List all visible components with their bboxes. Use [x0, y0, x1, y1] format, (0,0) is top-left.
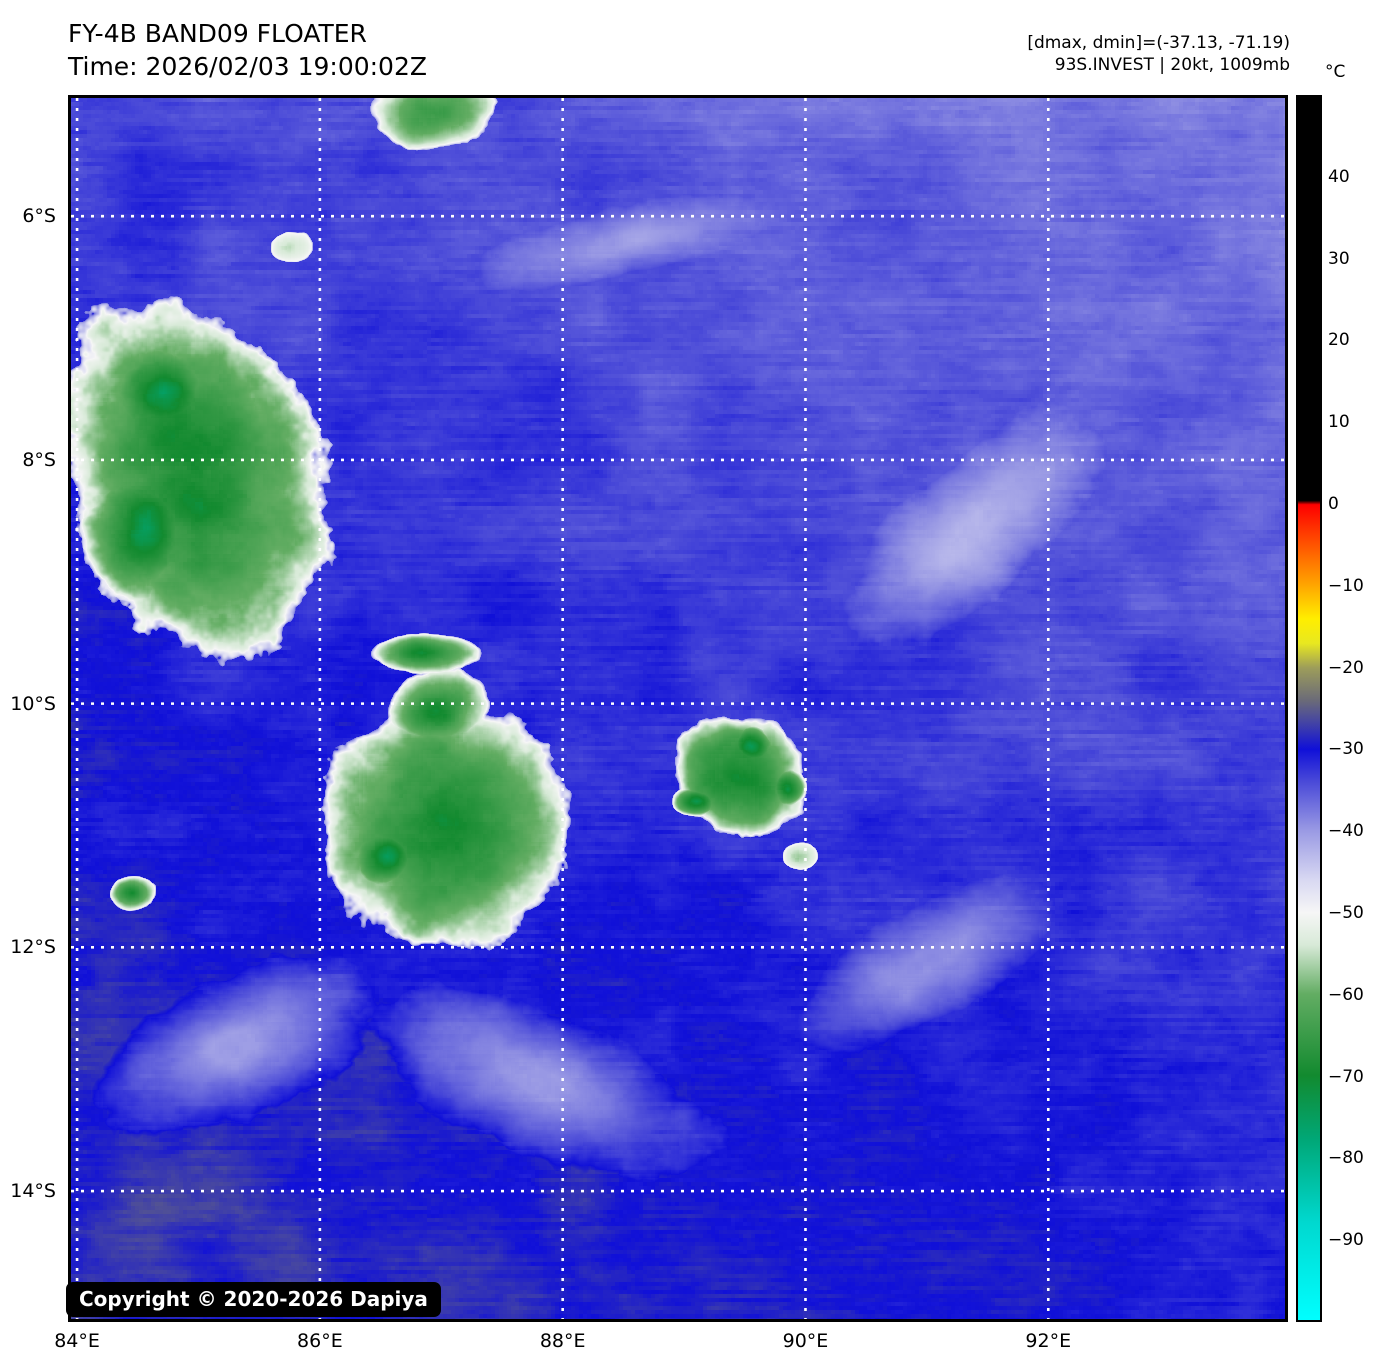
header-title-block: FY-4B BAND09 FLOATER Time: 2026/02/03 19… [68, 18, 427, 83]
y-axis-tick-14°S: 14°S [10, 1180, 56, 1203]
data-minmax-label: [dmax, dmin]=(-37.13, -71.19) [1027, 33, 1290, 53]
x-axis-tick-88°E: 88°E [539, 1330, 586, 1352]
colorbar-tick--70: −70 [1328, 1066, 1364, 1087]
colorbar-unit-label: °C [1325, 62, 1346, 82]
colorbar-tick--50: −50 [1328, 903, 1364, 923]
colorbar-tick-10: 10 [1328, 412, 1350, 433]
x-axis-tick-86°E: 86°E [297, 1330, 343, 1352]
colorbar-tick--60: −60 [1328, 984, 1364, 1005]
x-axis-tick-84°E: 84°E [54, 1330, 100, 1352]
storm-info-label: 93S.INVEST | 20kt, 1009mb [1054, 55, 1290, 76]
colorbar[interactable] [1296, 95, 1322, 1322]
colorbar-tick-0: 0 [1328, 494, 1339, 514]
colorbar-tick--10: −10 [1328, 575, 1364, 596]
colorbar-tick--80: −80 [1328, 1148, 1364, 1169]
product-title: FY-4B BAND09 FLOATER [68, 19, 367, 48]
colorbar-tick--20: −20 [1328, 657, 1364, 678]
colorbar-tick--30: −30 [1328, 739, 1364, 760]
satellite-brightness-temperature-raster [71, 98, 1285, 1319]
colorbar-gradient [1298, 97, 1320, 1320]
y-axis-tick-12°S: 12°S [10, 936, 56, 959]
x-axis-tick-90°E: 90°E [782, 1330, 829, 1352]
observation-time: Time: 2026/02/03 19:00:02Z [68, 51, 427, 81]
y-axis-tick-6°S: 6°S [22, 205, 56, 228]
colorbar-tick-40: 40 [1328, 166, 1350, 187]
x-axis-tick-92°E: 92°E [1025, 1330, 1072, 1352]
colorbar-tick--90: −90 [1328, 1230, 1364, 1251]
colorbar-tick-30: 30 [1328, 248, 1350, 269]
y-axis-tick-10°S: 10°S [10, 692, 56, 715]
header-metadata-block: [dmax, dmin]=(-37.13, -71.19) 93S.INVEST… [1027, 32, 1290, 77]
y-axis-tick-8°S: 8°S [22, 448, 56, 471]
satellite-image-plot[interactable] [68, 95, 1288, 1322]
colorbar-tick--40: −40 [1328, 821, 1364, 842]
colorbar-tick-20: 20 [1328, 330, 1350, 351]
copyright-banner: Copyright © 2020-2026 Dapiya [66, 1282, 441, 1317]
